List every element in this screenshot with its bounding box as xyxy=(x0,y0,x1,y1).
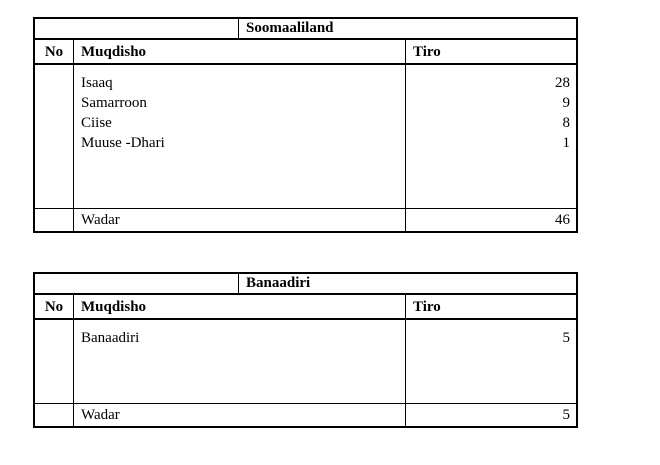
table-total-row: Wadar 5 xyxy=(35,403,576,426)
clan-name: Banaadiri xyxy=(81,330,140,346)
title-spacer-cell xyxy=(35,19,238,38)
table-data-block: Banaadiri 5 xyxy=(35,318,576,403)
clan-name: Muuse -Dhari xyxy=(81,135,165,151)
no-cell-empty xyxy=(35,209,73,231)
table-title: Banaadiri xyxy=(238,274,576,293)
col-header-muqdisho: Muqdisho xyxy=(73,295,405,318)
no-cell-empty xyxy=(35,320,73,403)
clan-count: 9 xyxy=(562,95,571,111)
clan-name: Ciise xyxy=(81,115,112,131)
no-cell-empty xyxy=(35,404,73,426)
clan-count-cell: 28 9 8 1 xyxy=(405,65,576,208)
table-header-row: No Muqdisho Tiro xyxy=(35,38,576,63)
clan-count: 28 xyxy=(555,75,570,91)
col-header-muqdisho: Muqdisho xyxy=(73,40,405,63)
table-title-row: Soomaaliland xyxy=(35,19,576,38)
total-value: 46 xyxy=(405,209,576,231)
clan-count: 1 xyxy=(562,135,571,151)
table-header-row: No Muqdisho Tiro xyxy=(35,293,576,318)
col-header-no: No xyxy=(44,299,64,315)
col-header-tiro: Tiro xyxy=(405,295,576,318)
table-total-row: Wadar 46 xyxy=(35,208,576,231)
table-data-block: Isaaq Samarroon Ciise Muuse -Dhari 28 9 … xyxy=(35,63,576,208)
total-label: Wadar xyxy=(73,209,405,231)
clan-name: Samarroon xyxy=(81,95,147,111)
table-title: Soomaaliland xyxy=(238,19,576,38)
clan-count-cell: 5 xyxy=(405,320,576,403)
total-value: 5 xyxy=(405,404,576,426)
no-cell-empty xyxy=(35,65,73,208)
clan-name-cell: Isaaq Samarroon Ciise Muuse -Dhari xyxy=(73,65,405,208)
table-title-row: Banaadiri xyxy=(35,274,576,293)
clan-count: 8 xyxy=(562,115,571,131)
clan-name: Isaaq xyxy=(81,75,113,91)
total-label: Wadar xyxy=(73,404,405,426)
col-header-no: No xyxy=(44,44,64,60)
clan-name-cell: Banaadiri xyxy=(73,320,405,403)
title-spacer-cell xyxy=(35,274,238,293)
table-banaadiri: Banaadiri No Muqdisho Tiro Banaadiri 5 W… xyxy=(33,272,578,428)
col-header-tiro: Tiro xyxy=(405,40,576,63)
table-soomaaliland: Soomaaliland No Muqdisho Tiro Isaaq Sama… xyxy=(33,17,578,233)
clan-count: 5 xyxy=(562,330,571,346)
